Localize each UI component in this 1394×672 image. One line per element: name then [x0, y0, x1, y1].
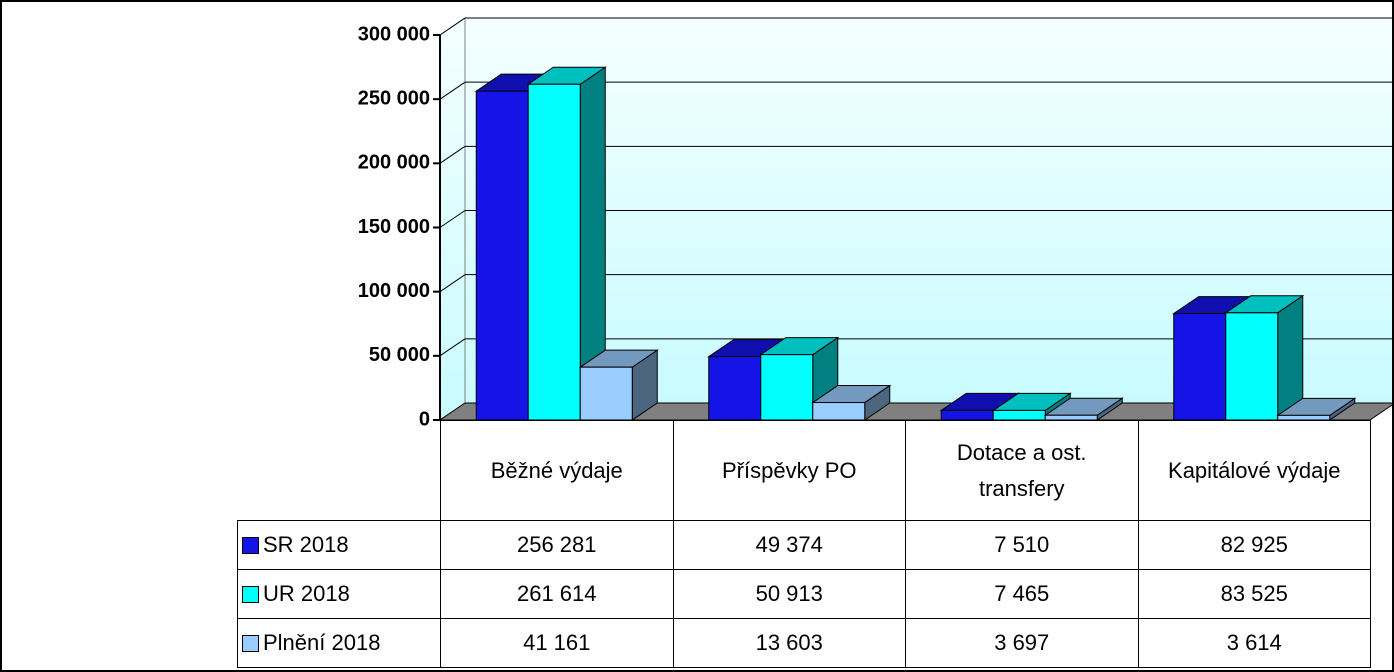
- bar: [992, 409, 1046, 421]
- value-cell: 13 603: [672, 618, 906, 668]
- bar: [527, 83, 581, 421]
- bar: [708, 356, 762, 421]
- value-cell: 49 374: [672, 520, 906, 570]
- legend-key: [242, 634, 259, 652]
- grid-line-side: [439, 338, 466, 357]
- bar: [760, 354, 814, 421]
- bar: [475, 90, 529, 421]
- value-cell: 41 161: [440, 618, 674, 668]
- y-tick-label: 0: [419, 408, 430, 430]
- grid-line-side: [439, 210, 466, 228]
- value-cell: 261 614: [440, 569, 674, 619]
- value-cell: 82 925: [1137, 520, 1371, 570]
- grid-line-side: [439, 145, 466, 164]
- value-cell: 7 465: [905, 569, 1139, 619]
- y-tick-label: 300 000: [358, 23, 430, 45]
- bar: [1277, 414, 1331, 421]
- bar: [1225, 312, 1279, 421]
- legend-key: [242, 536, 259, 554]
- legend-key: [242, 585, 259, 603]
- y-tick-label: 100 000: [358, 280, 430, 302]
- value-cell: 3 697: [905, 618, 1139, 668]
- value-cell: 3 614: [1137, 618, 1371, 668]
- grid-line-side: [439, 274, 466, 293]
- y-tick-label: 200 000: [358, 152, 430, 174]
- legend-label: UR 2018: [263, 581, 350, 606]
- legend-label: SR 2018: [263, 532, 349, 557]
- category-cell: Příspěvky PO: [672, 420, 906, 521]
- legend-cell: UR 2018: [237, 569, 441, 619]
- y-tick-label: 50 000: [369, 344, 430, 366]
- category-cell: Běžné výdaje: [440, 420, 674, 521]
- y-tick-label: 150 000: [358, 216, 430, 238]
- bar: [812, 402, 866, 421]
- legend-cell: SR 2018: [237, 520, 441, 570]
- bar: [1173, 313, 1227, 421]
- grid-line-side: [439, 17, 466, 36]
- legend-label: Plnění 2018: [263, 630, 381, 655]
- value-cell: 7 510: [905, 520, 1139, 570]
- category-cell: Dotace a ost. transfery: [905, 420, 1139, 521]
- value-cell: 256 281: [440, 520, 674, 570]
- value-cell: 83 525: [1137, 569, 1371, 619]
- legend-cell: Plnění 2018: [237, 618, 441, 668]
- category-cell: Kapitálové výdaje: [1137, 420, 1371, 521]
- bar: [940, 409, 994, 421]
- value-cell: 50 913: [672, 569, 906, 619]
- bar: [579, 366, 633, 421]
- y-tick-label: 250 000: [358, 87, 430, 109]
- grid-line-side: [439, 81, 466, 100]
